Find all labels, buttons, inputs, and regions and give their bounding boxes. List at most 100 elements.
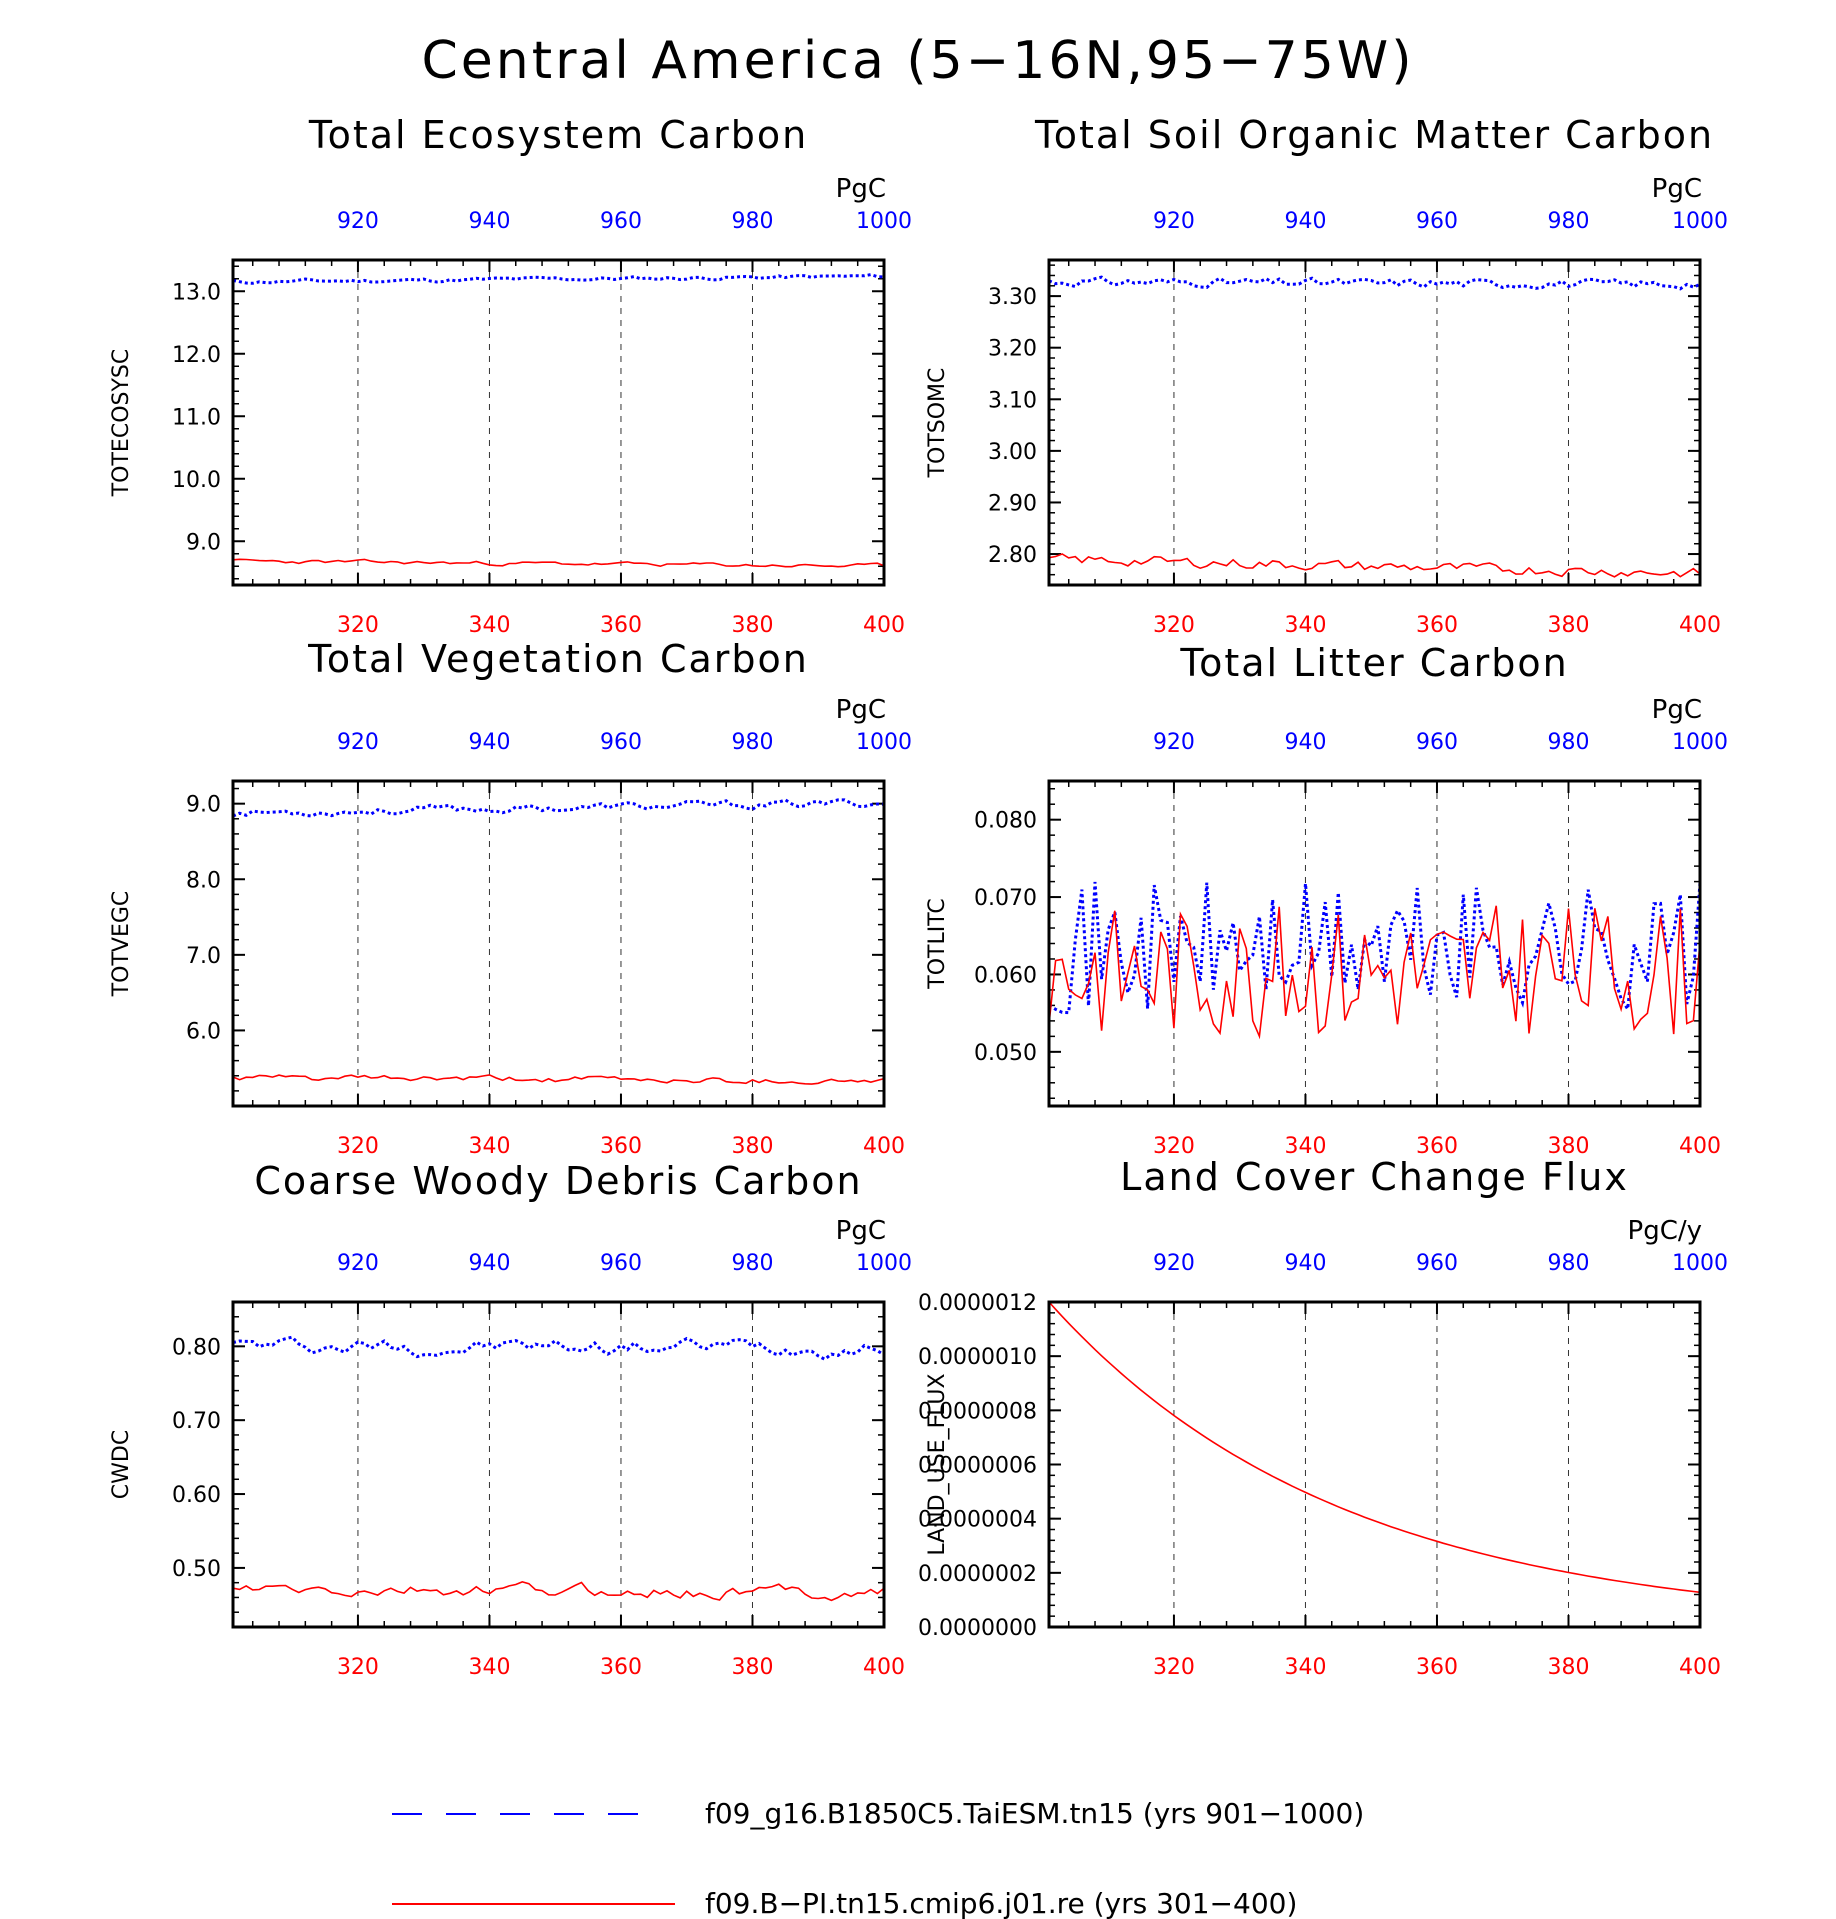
series-red-line	[1048, 553, 1701, 578]
x-bottom-tick-label: 340	[1284, 1134, 1326, 1159]
series-red-line	[232, 1074, 885, 1085]
plot-frame	[231, 1300, 886, 1629]
x-top-tick-label: 960	[1416, 209, 1458, 234]
y-axis-label: LAND_USE_FLUX	[925, 1373, 950, 1555]
x-top-tick-label: 980	[731, 1251, 773, 1276]
x-bottom-tick-label: 400	[863, 613, 905, 638]
x-top-tick-label: 1000	[1672, 730, 1728, 755]
x-top-tick-label: 1000	[856, 1251, 912, 1276]
x-bottom-tick-label: 320	[1153, 613, 1195, 638]
series-blue-line	[232, 1335, 885, 1362]
x-top-tick-label: 940	[468, 1251, 510, 1276]
y-axis-label: TOTLITC	[925, 898, 950, 989]
panel-title: Total Ecosystem Carbon	[308, 113, 808, 157]
legend-label-blue: f09_g16.B1850C5.TaiESM.tn15 (yrs 901−100…	[705, 1797, 1364, 1830]
x-top-tick-label: 960	[600, 1251, 642, 1276]
unit-label: PgC	[836, 1216, 886, 1246]
x-top-tick-label: 960	[1416, 730, 1458, 755]
plot-frame	[231, 258, 886, 587]
x-top-tick-label: 940	[1284, 1251, 1326, 1276]
x-bottom-tick-label: 380	[1547, 1655, 1589, 1680]
panel-5: Coarse Woody Debris Carbon PgC 320 340 360 38…	[109, 1159, 912, 1680]
y-tick-label: 6.0	[186, 1019, 221, 1044]
x-top-tick-label: 920	[1153, 730, 1195, 755]
series-red-line	[232, 558, 885, 568]
x-bottom-tick-label: 380	[731, 1134, 773, 1159]
legend-label-red: f09.B−PI.tn15.cmip6.j01.re (yrs 301−400)	[705, 1887, 1297, 1919]
y-tick-label: 0.0000004	[918, 1508, 1037, 1533]
y-tick-label: 0.70	[172, 1409, 221, 1434]
y-tick-label: 0.0000006	[918, 1454, 1037, 1479]
figure-title: Central America (5−16N,95−75W)	[421, 31, 1414, 91]
x-bottom-tick-label: 400	[1679, 613, 1721, 638]
y-tick-label: 10.0	[172, 468, 221, 493]
y-tick-label: 0.0000002	[918, 1562, 1037, 1587]
x-top-tick-label: 940	[468, 730, 510, 755]
y-tick-label: 0.080	[974, 809, 1037, 834]
y-tick-label: 0.070	[974, 886, 1037, 911]
unit-label: PgC	[1652, 174, 1702, 204]
plot-frame	[1047, 258, 1702, 587]
y-tick-label: 3.30	[988, 285, 1037, 310]
y-tick-label: 0.0000010	[918, 1345, 1037, 1370]
x-top-tick-label: 980	[731, 730, 773, 755]
y-tick-label: 3.20	[988, 337, 1037, 362]
y-tick-label: 0.0000012	[918, 1291, 1037, 1316]
y-tick-label: 9.0	[186, 793, 221, 818]
x-top-tick-label: 980	[1547, 209, 1589, 234]
x-top-tick-label: 1000	[856, 730, 912, 755]
y-tick-label: 0.0000000	[918, 1616, 1037, 1641]
x-bottom-tick-label: 320	[1153, 1655, 1195, 1680]
x-top-tick-label: 920	[1153, 209, 1195, 234]
panel-2: Total Soil Organic Matter Carbon PgC 320 34…	[925, 113, 1728, 638]
x-top-tick-label: 940	[1284, 730, 1326, 755]
y-tick-label: 3.00	[988, 440, 1037, 465]
x-top-tick-label: 920	[1153, 1251, 1195, 1276]
x-bottom-tick-label: 320	[337, 1134, 379, 1159]
y-axis-label: TOTECOSYSC	[109, 349, 134, 498]
x-bottom-tick-label: 380	[731, 613, 773, 638]
x-bottom-tick-label: 400	[1679, 1655, 1721, 1680]
x-bottom-tick-label: 340	[468, 1134, 510, 1159]
x-top-tick-label: 960	[1416, 1251, 1458, 1276]
x-top-tick-label: 980	[1547, 1251, 1589, 1276]
panel-4: Total Litter Carbon PgC 320 340 360 380 400 920…	[925, 641, 1728, 1159]
x-bottom-tick-label: 380	[1547, 1134, 1589, 1159]
x-top-tick-label: 960	[600, 730, 642, 755]
unit-label: PgC/y	[1628, 1216, 1702, 1246]
x-top-tick-label: 920	[337, 209, 379, 234]
panel-6: Land Cover Change Flux PgC/y 320 340 360 380 4…	[918, 1155, 1728, 1680]
panel-1: Total Ecosystem Carbon PgC 320 340 360 380 400…	[109, 113, 912, 638]
panel-title: Total Vegetation Carbon	[307, 637, 809, 681]
series-red-line	[232, 1581, 885, 1602]
x-top-tick-label: 940	[1284, 209, 1326, 234]
x-bottom-tick-label: 400	[863, 1655, 905, 1680]
x-bottom-tick-label: 360	[600, 1655, 642, 1680]
y-tick-label: 0.60	[172, 1483, 221, 1508]
y-tick-label: 8.0	[186, 868, 221, 893]
x-top-tick-label: 980	[731, 209, 773, 234]
series-red-line	[1048, 905, 1701, 1040]
x-bottom-tick-label: 320	[337, 1655, 379, 1680]
x-bottom-tick-label: 360	[1416, 1134, 1458, 1159]
x-bottom-tick-label: 320	[1153, 1134, 1195, 1159]
x-top-tick-label: 920	[337, 1251, 379, 1276]
y-axis-label: CWDC	[109, 1430, 134, 1499]
x-bottom-tick-label: 360	[600, 1134, 642, 1159]
x-bottom-tick-label: 360	[1416, 613, 1458, 638]
y-axis-label: TOTSOMC	[925, 368, 950, 479]
unit-label: PgC	[1652, 695, 1702, 725]
y-tick-label: 12.0	[172, 343, 221, 368]
x-top-tick-label: 1000	[1672, 209, 1728, 234]
y-tick-label: 0.80	[172, 1335, 221, 1360]
plot-frame	[1047, 779, 1702, 1108]
series-red-line	[1048, 1301, 1701, 1594]
panel-title: Total Litter Carbon	[1179, 641, 1568, 685]
x-top-tick-label: 1000	[856, 209, 912, 234]
series-blue-line	[232, 273, 885, 285]
panel-title: Coarse Woody Debris Carbon	[254, 1159, 862, 1203]
x-bottom-tick-label: 320	[337, 613, 379, 638]
series-blue-line	[1048, 275, 1701, 291]
series-blue-line	[1048, 881, 1702, 1015]
